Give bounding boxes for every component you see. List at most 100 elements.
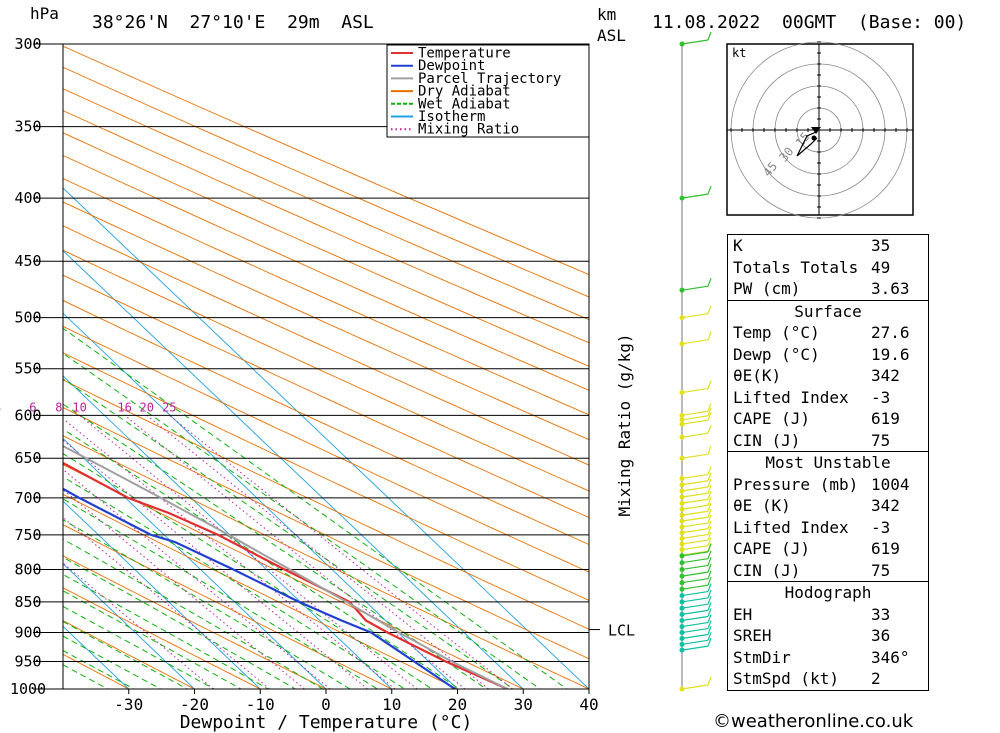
dry-adiabat-line — [63, 177, 589, 416]
pressure-tick-label: 900 — [14, 624, 41, 642]
wind-barb — [681, 486, 709, 492]
wet-adiabat-line — [63, 327, 568, 689]
index-label: θE (K) — [733, 496, 791, 515]
index-label: EH — [733, 604, 753, 624]
mixing-ratio-line — [124, 414, 466, 689]
pressure-tick-label: 700 — [14, 489, 41, 507]
wind-barb-feather — [707, 185, 712, 195]
index-value: 2 — [871, 669, 881, 688]
x-tick-label: 40 — [579, 695, 598, 714]
legend-label: Temperature — [418, 46, 511, 62]
wind-barb-feather — [707, 526, 712, 535]
mixing-ratio-axis-label: Mixing Ratio (g/kg) — [615, 333, 634, 516]
index-value: 19.6 — [871, 344, 910, 364]
most-unstable-title: Most Unstable — [728, 451, 928, 474]
index-row: Totals Totals 49 — [728, 257, 928, 279]
wind-barb-feather — [707, 614, 712, 623]
index-label: StmDir — [733, 647, 791, 667]
mixing-ratio-label: 8 — [55, 400, 62, 414]
legend-label: Parcel Trajectory — [418, 71, 561, 87]
mixing-ratio-label: 4 — [0, 400, 1, 414]
dry-adiabat-line — [63, 66, 589, 298]
pressure-tick-label: 800 — [14, 560, 41, 578]
index-row: StmSpd (kt) 2 — [728, 668, 928, 690]
index-label: CAPE (J) — [733, 409, 811, 428]
wind-barb-feather — [707, 491, 712, 500]
pressure-tick-label: 500 — [14, 309, 41, 327]
index-value: 33 — [871, 604, 891, 624]
dry-adiabat-line — [63, 132, 589, 367]
dry-adiabat-line — [63, 493, 459, 689]
index-row: PW (cm) 3.63 — [728, 278, 928, 300]
isotherm-line — [63, 375, 393, 689]
wind-barb — [681, 584, 709, 590]
dry-adiabat-line — [63, 274, 589, 518]
pressure-tick-label: 750 — [14, 526, 41, 544]
index-row: Temp (°C) 27.6 — [728, 322, 928, 344]
wind-barb — [681, 510, 709, 516]
wind-barb-feather — [707, 497, 712, 506]
wind-barb-feather — [707, 503, 712, 512]
wind-barb — [681, 627, 709, 634]
wind-barb-feather — [707, 520, 712, 529]
wind-barb-feather — [707, 637, 712, 647]
pressure-tick-label: 400 — [14, 189, 41, 207]
wind-barb-feather — [707, 570, 712, 579]
wind-barb — [681, 615, 709, 622]
index-row: θE (K) 342 — [728, 495, 928, 517]
wind-barb — [681, 545, 709, 551]
dry-adiabat-line — [63, 435, 589, 689]
pressure-tick-label: 450 — [14, 252, 41, 270]
pressure-unit: hPa — [30, 4, 59, 23]
x-tick-label: -10 — [246, 695, 275, 714]
wind-barb — [681, 522, 709, 528]
wind-barb — [681, 492, 709, 498]
wind-barb-feather — [707, 543, 712, 553]
wind-barb-feather — [707, 514, 712, 524]
wind-barb-feather — [707, 478, 712, 488]
wind-barb-feather — [707, 466, 712, 475]
index-label: K — [733, 236, 743, 255]
wet-adiabat-line — [63, 620, 189, 689]
indices-table: K 35 Totals Totals 49 PW (cm) 3.63 Surface Te… — [727, 234, 929, 691]
datetime-title: 11.08.2022 00GMT (Base: 00) — [652, 12, 967, 33]
pressure-tick-label: 550 — [14, 360, 41, 378]
mixing-ratio-label: 10 — [72, 400, 86, 414]
wind-barb-feather — [707, 472, 712, 481]
wet-adiabat-line — [63, 590, 243, 689]
dry-adiabat-line — [63, 45, 589, 276]
index-row: CIN (J) 75 — [728, 430, 928, 452]
dry-adiabat-line — [63, 299, 589, 546]
wet-adiabat-line — [63, 428, 461, 689]
wind-barb — [681, 432, 709, 438]
wind-barb-feather — [707, 583, 712, 592]
wind-barb-feather — [707, 411, 712, 421]
wind-barb — [681, 339, 709, 345]
credit-text: ©weatheronline.co.uk — [713, 711, 914, 732]
wind-barb — [681, 645, 709, 651]
index-row: SREH 36 — [728, 625, 928, 647]
wind-barb — [681, 609, 709, 615]
dry-adiabat-line — [63, 325, 589, 573]
wet-adiabat-line — [63, 573, 270, 689]
wind-barb — [681, 639, 709, 645]
index-value: 27.6 — [871, 323, 910, 342]
wind-barb — [681, 480, 709, 486]
index-row: Lifted Index -3 — [728, 517, 928, 539]
wet-adiabat-line — [63, 635, 162, 689]
mixing-ratio-line — [146, 414, 489, 689]
wind-barb — [681, 528, 709, 534]
wind-barb-feather — [707, 589, 712, 599]
index-row: StmDir 346° — [728, 647, 928, 669]
x-tick-label: 0 — [321, 695, 331, 714]
legend-label: Mixing Ratio — [418, 122, 519, 138]
dry-adiabat-line — [63, 154, 589, 391]
wind-barb-feather — [707, 424, 712, 434]
wind-barb — [681, 39, 709, 45]
index-value: 342 — [871, 496, 900, 515]
storm-motion-dot — [811, 135, 817, 141]
index-label: CIN (J) — [733, 430, 801, 450]
index-value: 346° — [871, 647, 910, 667]
dry-adiabat-line — [63, 555, 328, 689]
lcl-label: LCL — [608, 622, 635, 640]
